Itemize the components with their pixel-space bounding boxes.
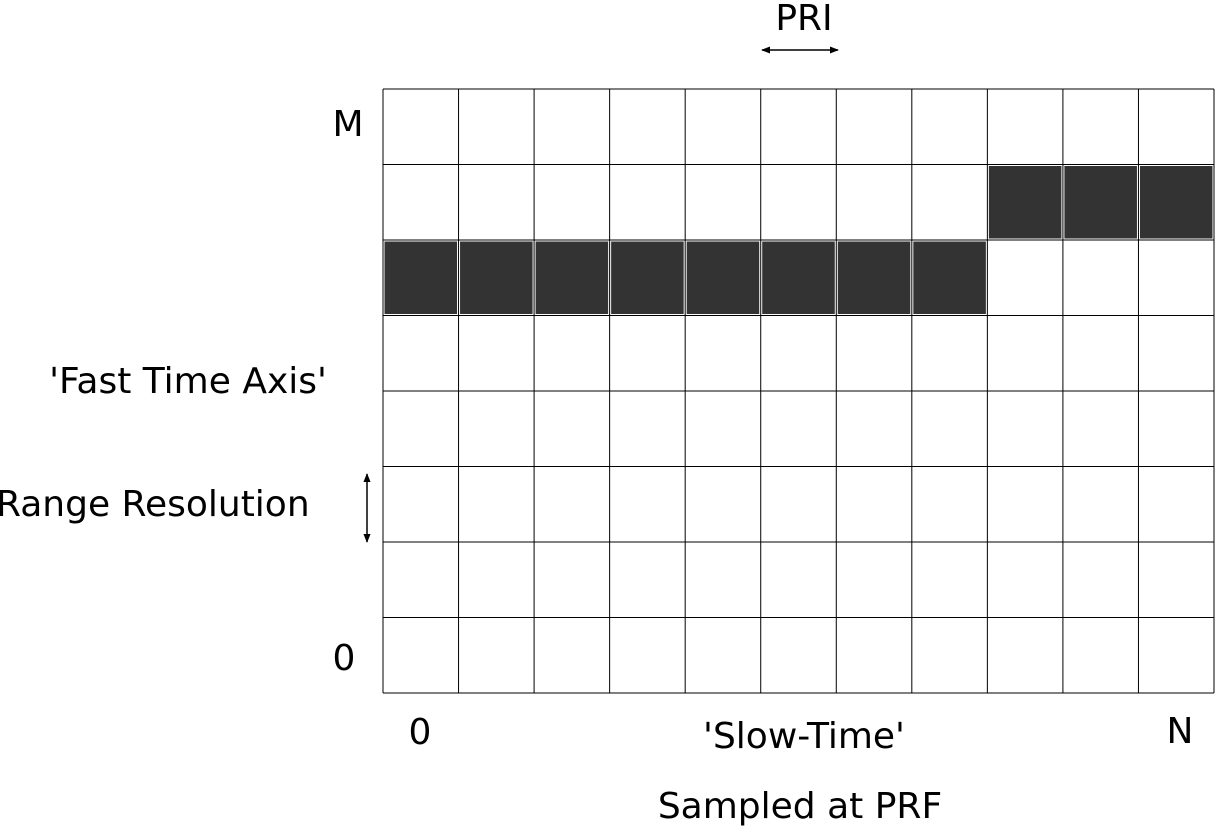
fast-axis-min-label: 0 (333, 638, 356, 679)
grid-lines (382, 88, 1215, 694)
fast-axis-name: 'Fast Time Axis' (49, 361, 327, 402)
slow-axis-min-label: 0 (409, 712, 432, 753)
slow-axis-name: 'Slow-Time' (703, 716, 905, 757)
filled-cell (762, 241, 835, 314)
filled-cell (1064, 166, 1137, 239)
filled-cell (535, 241, 609, 314)
filled-cell (686, 241, 760, 314)
data-cells (384, 166, 1213, 314)
filled-cell (988, 166, 1062, 239)
filled-cell (611, 241, 684, 314)
filled-cell (837, 241, 911, 314)
slow-axis-max-label: N (1167, 711, 1194, 752)
filled-cell (384, 241, 458, 314)
filled-cell (460, 241, 533, 314)
filled-cell (913, 241, 986, 314)
fast-axis-max-label: M (332, 104, 363, 145)
filled-cell (1139, 166, 1213, 239)
sampling-note: Sampled at PRF (658, 786, 942, 827)
range-resolution-label: Range Resolution (0, 484, 310, 525)
pri-label: PRI (775, 0, 832, 39)
